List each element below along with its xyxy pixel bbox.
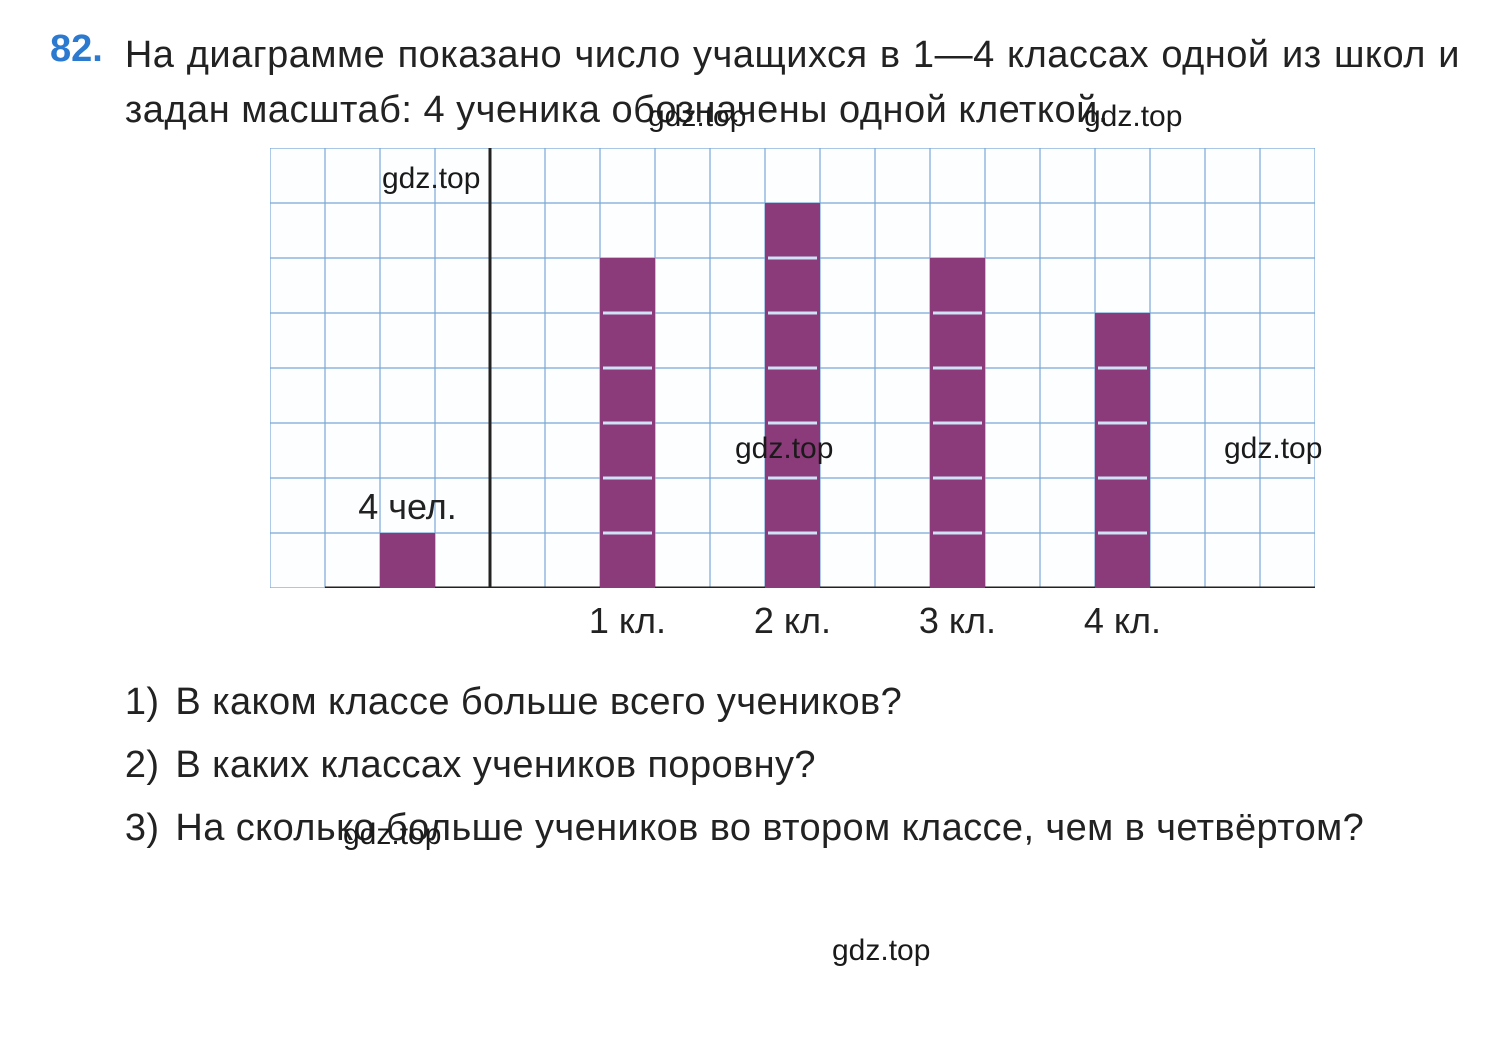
- problem-number: 82.: [50, 28, 103, 71]
- problem-body: На диаграмме показано число учащихся в 1…: [125, 28, 1460, 863]
- watermark-text: gdz.top: [832, 934, 930, 968]
- problem-text: На диаграмме показано число учащихся в 1…: [125, 28, 1460, 138]
- x-axis-label: 3 кл.: [919, 600, 996, 642]
- bar-chart: 4 чел.: [270, 148, 1315, 588]
- question-number: 1): [125, 674, 160, 731]
- question-text: В каком классе больше всего учеников?: [175, 674, 902, 731]
- question-text: На сколько больше учеников во втором кла…: [175, 800, 1364, 857]
- question-number: 2): [125, 737, 160, 794]
- question-list: 1) В каком классе больше всего учеников? 2…: [125, 674, 1460, 857]
- chart-wrapper: 4 чел. 1 кл. 2 кл. 3 кл. 4 кл.: [270, 148, 1315, 648]
- problem-row: 82. На диаграмме показано число учащихся…: [50, 28, 1460, 863]
- svg-text:4 чел.: 4 чел.: [358, 486, 457, 527]
- x-axis-label: 2 кл.: [754, 600, 831, 642]
- x-axis-labels: 1 кл. 2 кл. 3 кл. 4 кл.: [270, 588, 1315, 648]
- x-axis-label: 4 кл.: [1084, 600, 1161, 642]
- question-row: 3) На сколько больше учеников во втором к…: [125, 800, 1460, 857]
- question-number: 3): [125, 800, 160, 857]
- question-row: 2) В каких классах учеников поровну?: [125, 737, 1460, 794]
- question-row: 1) В каком классе больше всего учеников?: [125, 674, 1460, 731]
- x-axis-label: 1 кл.: [589, 600, 666, 642]
- question-text: В каких классах учеников поровну?: [175, 737, 816, 794]
